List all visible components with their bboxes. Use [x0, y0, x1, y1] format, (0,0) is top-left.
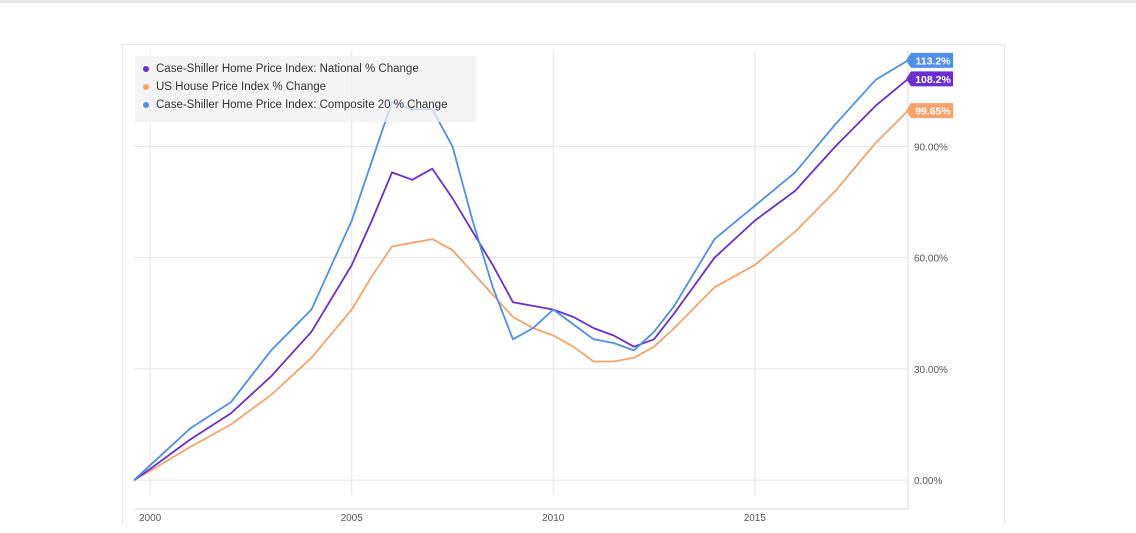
end-label-value: 108.2% [915, 74, 951, 86]
x-tick-label: 2015 [744, 513, 767, 524]
end-label-flag [906, 103, 953, 119]
axis-ticks: 0.00% 30.00% 60.00% 90.00% 2000 2005 2010 2015 [139, 142, 948, 524]
legend-item-composite-20[interactable]: Case-Shiller Home Price Index: Composite… [143, 97, 447, 113]
legend[interactable]: Case-Shiller Home Price Index: National … [135, 56, 476, 122]
grid-lines [134, 50, 909, 510]
y-tick-label: 0.00% [914, 476, 942, 487]
end-label-composite-20: 113.2% [906, 52, 953, 68]
legend-dot-national [143, 66, 149, 72]
legend-label-composite-20: Case-Shiller Home Price Index: Composite… [156, 99, 448, 111]
end-label-value: 99.65% [915, 106, 951, 118]
end-label-flag [906, 52, 953, 68]
series-line-composite-20[interactable] [133, 59, 909, 481]
end-label-value: 113.2% [915, 55, 951, 67]
series-line-us-house[interactable] [133, 109, 909, 481]
series-line-national[interactable] [133, 78, 909, 481]
legend-label-national: Case-Shiller Home Price Index: National … [156, 63, 419, 75]
series-lines [133, 59, 909, 481]
legend-dot-us-house [143, 84, 149, 90]
end-label-us-house: 99.65% [906, 103, 953, 119]
y-tick-label: 30.00% [914, 365, 948, 376]
legend-dot-composite-20 [143, 102, 149, 108]
end-label-flag [906, 71, 953, 87]
y-tick-label: 90.00% [914, 142, 948, 153]
legend-item-national[interactable]: Case-Shiller Home Price Index: National … [143, 61, 419, 77]
end-labels: 108.2% 99.65% 113.2% [906, 52, 953, 119]
legend-item-us-house[interactable]: US House Price Index % Change [143, 79, 326, 95]
y-tick-label: 60.00% [914, 254, 948, 265]
x-tick-label: 2000 [139, 513, 162, 524]
end-label-national: 108.2% [906, 71, 953, 87]
x-tick-label: 2010 [542, 513, 565, 524]
top-divider [0, 0, 1136, 3]
x-tick-label: 2005 [341, 513, 364, 524]
legend-label-us-house: US House Price Index % Change [156, 81, 327, 93]
